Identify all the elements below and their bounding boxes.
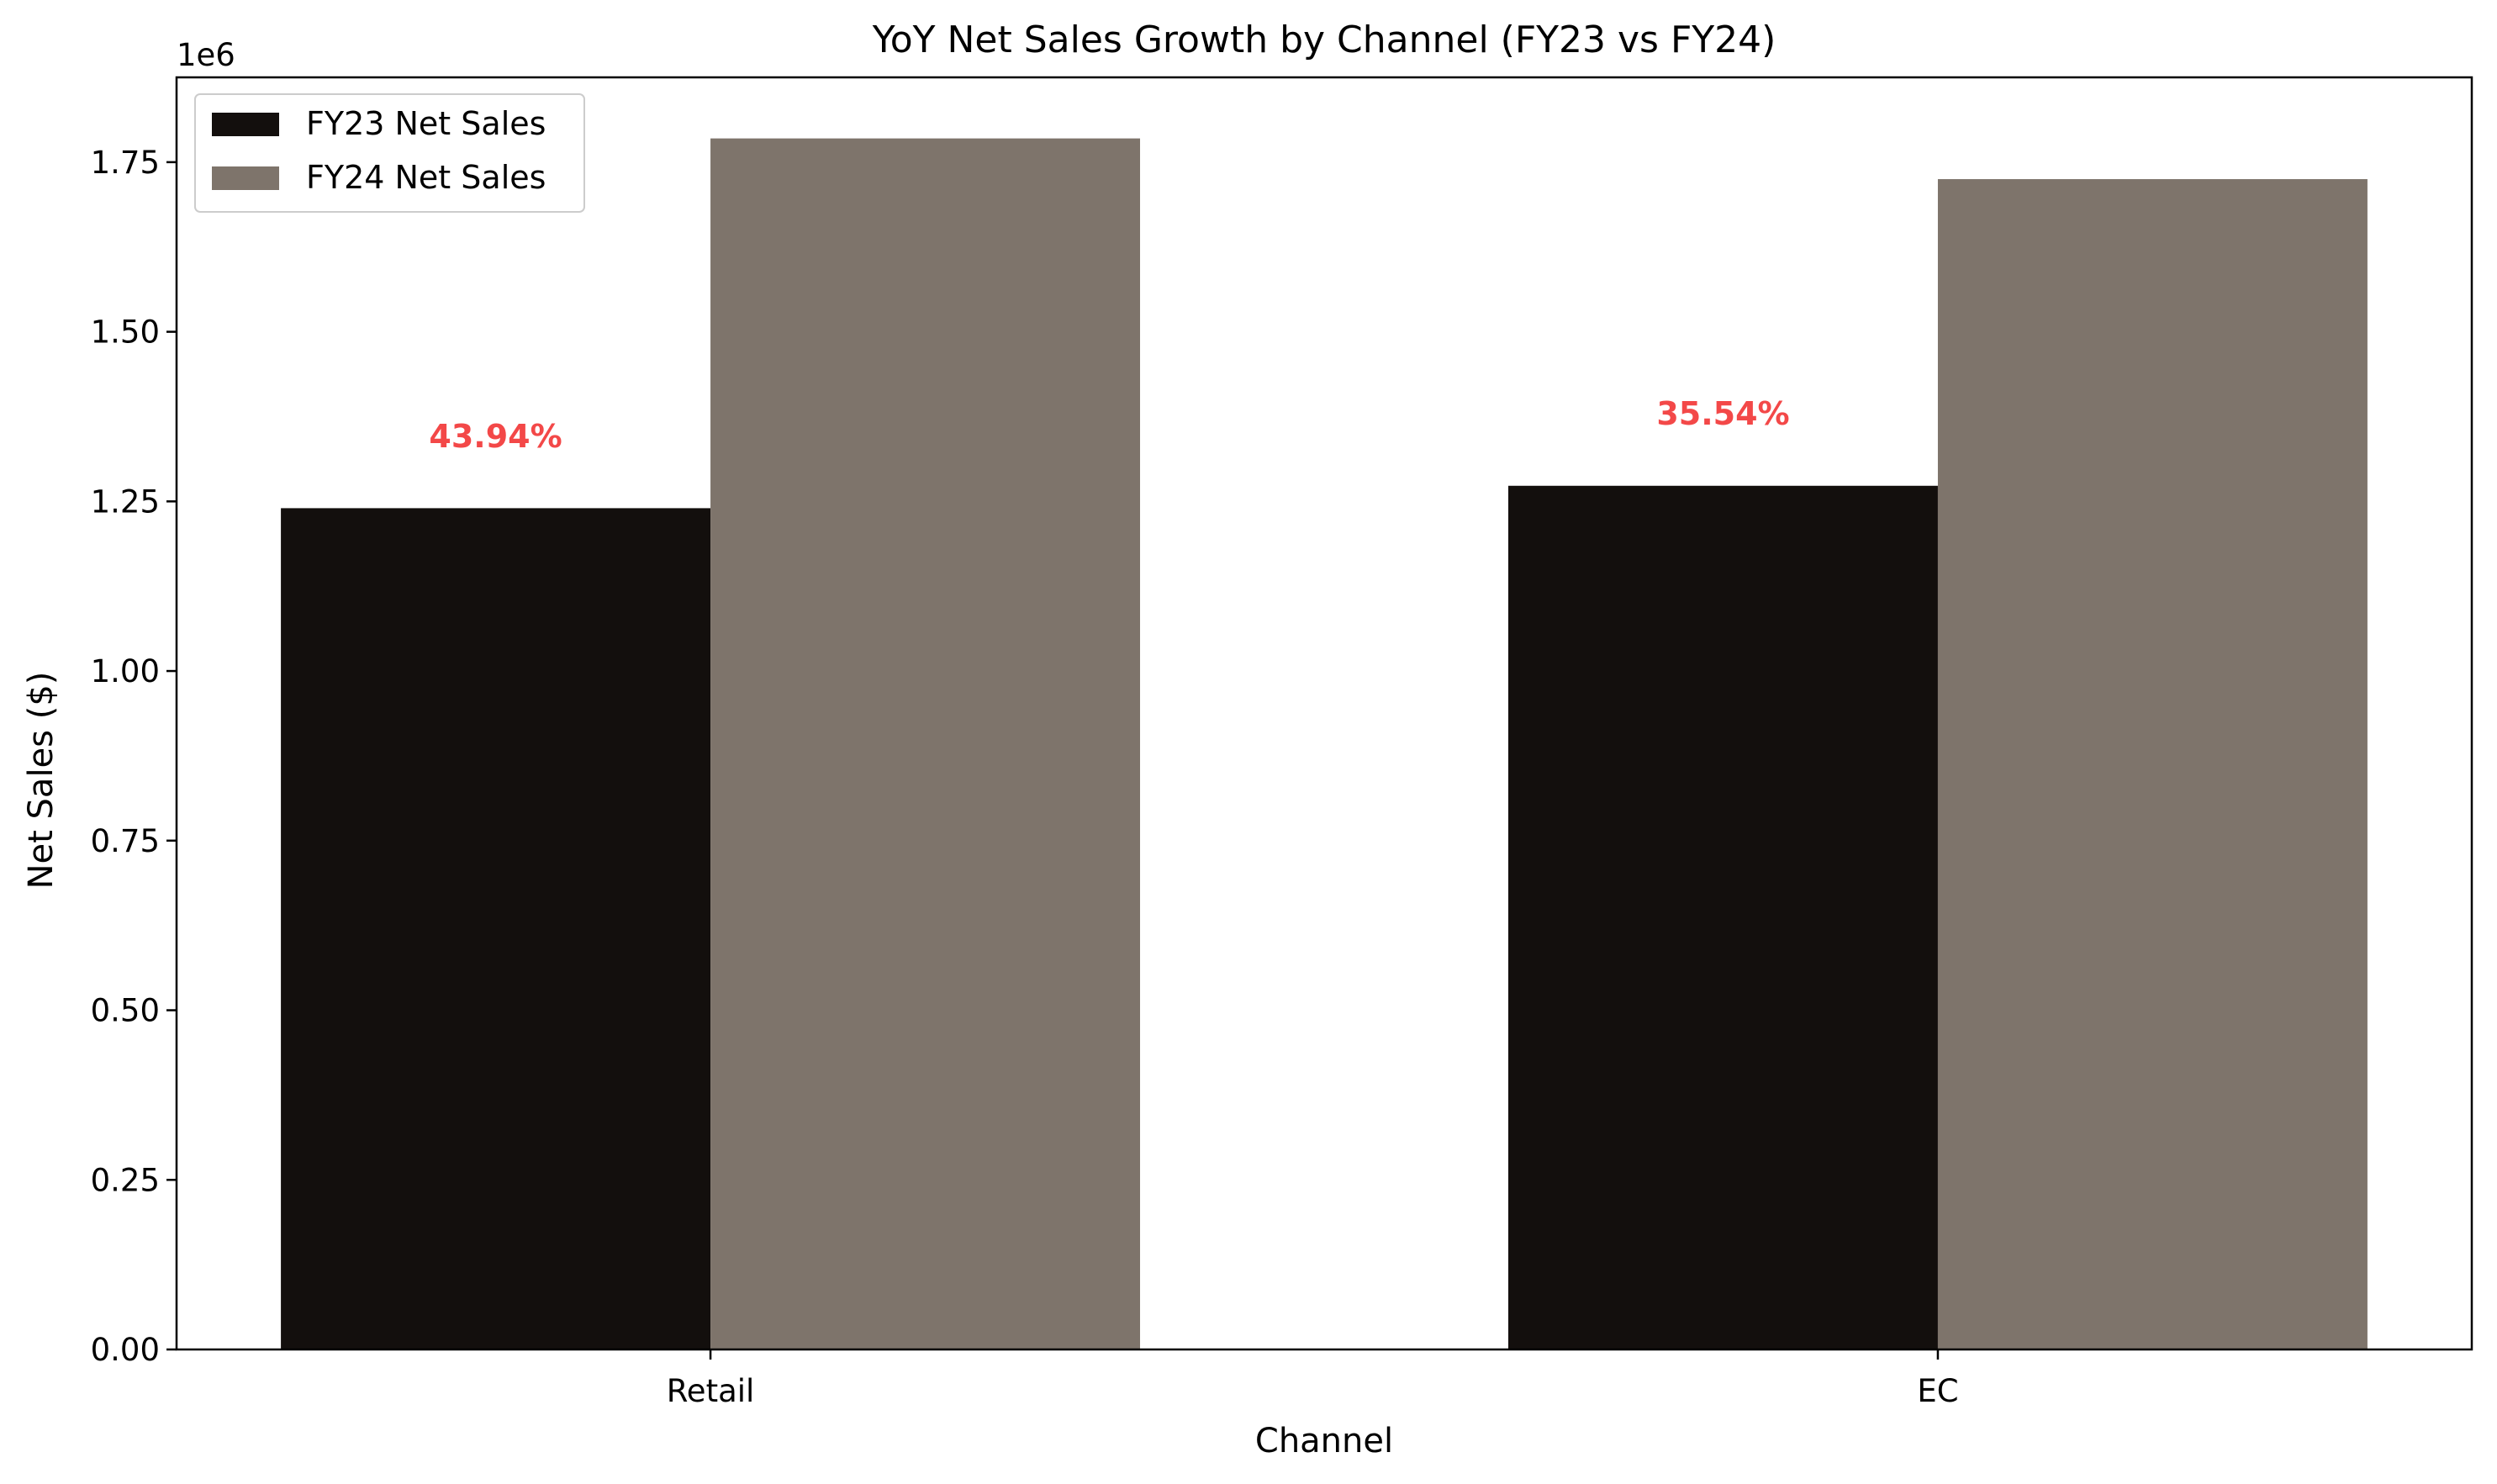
plot-area: 43.94% 35.54% 0.00 0.25 0.50 0.75 1.00 1.25 1.50… [91, 76, 2473, 1409]
y-tick-label: 1.00 [91, 653, 160, 689]
legend-swatch [212, 166, 279, 190]
y-tick-label: 1.25 [91, 483, 160, 520]
axes-frame [175, 76, 2473, 1351]
bar-fy23-net-sales-retail [281, 508, 711, 1349]
x-tick-label-retail: Retail [667, 1373, 755, 1409]
x-axis-label: Channel [1255, 1422, 1393, 1460]
y-tick-label: 0.25 [91, 1162, 160, 1198]
x-tick-label-ec: EC [1917, 1373, 1958, 1409]
bar-fy24-net-sales-ec [1937, 179, 2368, 1349]
growth-label-ec: 35.54% [1656, 395, 1789, 432]
y-tick-label: 0.75 [91, 823, 160, 859]
legend-label: FY23 Net Sales [306, 105, 546, 142]
chart-title: YoY Net Sales Growth by Channel (FY23 vs… [872, 18, 1776, 61]
y-tick-label: 0.50 [91, 993, 160, 1029]
legend-label: FY24 Net Sales [306, 159, 546, 196]
legend-swatch [212, 113, 279, 136]
legend-box [194, 93, 585, 213]
growth-label-retail: 43.94% [429, 418, 562, 455]
y-tick-label: 0.00 [91, 1332, 160, 1368]
legend: FY23 Net Sales FY24 Net Sales [194, 93, 585, 213]
y-offset-label: 1e6 [177, 37, 235, 73]
y-tick-label: 1.75 [91, 145, 160, 181]
bar-fy24-net-sales-retail [710, 138, 1141, 1349]
y-axis-label: Net Sales ($) [22, 672, 61, 890]
bar-fy23-net-sales-ec [1507, 485, 1938, 1349]
y-tick-label: 1.50 [91, 314, 160, 351]
